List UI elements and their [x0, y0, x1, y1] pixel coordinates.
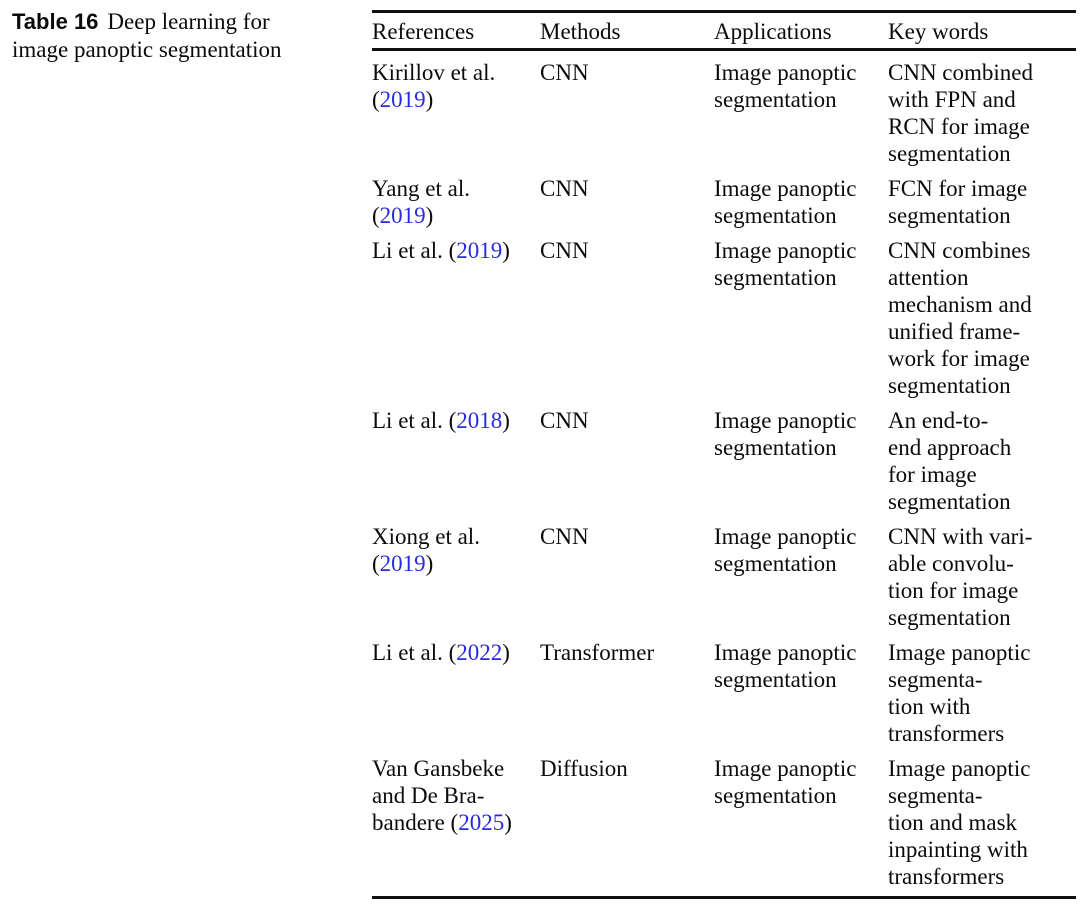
method-cell: CNN [540, 524, 589, 549]
table-row: Xiong et al. (2019) CNN Image panoptic s… [372, 515, 1076, 631]
table-row: Li et al. (2018) CNN Image panoptic segm… [372, 399, 1076, 515]
table-row: Van Gansbeke and De Bra- bandere (2025) … [372, 747, 1076, 898]
citation-year-link[interactable]: 2019 [456, 238, 503, 263]
column-header-applications: Applications [714, 11, 888, 51]
method-cell: Transformer [540, 640, 655, 665]
table-caption-text: Deep learning for image panoptic segment… [12, 9, 282, 62]
reference-text: ) [502, 640, 510, 665]
method-cell: CNN [540, 408, 589, 433]
table-caption-label: Table 16 [12, 9, 99, 34]
keywords-cell: An end-to- end approach for image segmen… [888, 408, 1012, 514]
reference-cell: Yang et al. (2019) [372, 167, 540, 229]
keywords-cell: FCN for image segmentation [888, 176, 1028, 228]
reference-text: Li et al. ( [372, 408, 457, 433]
citation-year-link[interactable]: 2022 [456, 640, 503, 665]
table-row: Li et al. (2019) CNN Image panoptic segm… [372, 229, 1076, 399]
reference-cell: Li et al. (2022) [372, 631, 540, 747]
reference-text: ) [502, 238, 510, 263]
citation-year-link[interactable]: 2019 [379, 551, 426, 576]
citation-year-link[interactable]: 2025 [458, 810, 505, 835]
reference-text: Li et al. ( [372, 238, 457, 263]
reference-cell: Li et al. (2019) [372, 229, 540, 399]
reference-cell: Xiong et al. (2019) [372, 515, 540, 631]
reference-text: ) [425, 203, 434, 228]
table-caption: Table 16 Deep learning for image panoptic… [12, 8, 357, 64]
reference-text: Van Gansbeke and De Bra- bandere ( [372, 756, 505, 835]
reference-text: Kirillov et al. ( [372, 60, 496, 112]
application-cell: Image panoptic segmentation [714, 524, 857, 576]
application-cell: Image panoptic segmentation [714, 176, 857, 228]
method-cell: CNN [540, 176, 589, 201]
keywords-cell: CNN combines attention mechanism and uni… [888, 238, 1032, 398]
keywords-cell: Image panoptic segmenta- tion with trans… [888, 640, 1031, 746]
table-row: Li et al. (2022) Transformer Image panop… [372, 631, 1076, 747]
reference-cell: Li et al. (2018) [372, 399, 540, 515]
reference-cell: Van Gansbeke and De Bra- bandere (2025) [372, 747, 540, 898]
application-cell: Image panoptic segmentation [714, 640, 857, 692]
table-header-row: References Methods Applications Key word… [372, 11, 1076, 51]
reference-text: ) [502, 408, 510, 433]
reference-text: Li et al. ( [372, 640, 457, 665]
column-header-methods: Methods [540, 11, 714, 51]
method-cell: CNN [540, 60, 589, 85]
citation-year-link[interactable]: 2019 [379, 203, 426, 228]
reference-text: Xiong et al. ( [372, 524, 480, 576]
column-header-references: References [372, 11, 540, 51]
keywords-cell: CNN combined with FPN and RCN for image … [888, 60, 1034, 166]
table: References Methods Applications Key word… [372, 10, 1076, 899]
method-cell: CNN [540, 238, 589, 263]
method-cell: Diffusion [540, 756, 628, 781]
reference-text: ) [504, 810, 512, 835]
application-cell: Image panoptic segmentation [714, 756, 857, 808]
application-cell: Image panoptic segmentation [714, 238, 857, 290]
table-row: Yang et al. (2019) CNN Image panoptic se… [372, 167, 1076, 229]
column-header-keywords: Key words [888, 11, 1076, 51]
reference-cell: Kirillov et al. (2019) [372, 50, 540, 168]
keywords-cell: Image panoptic segmenta- tion and mask i… [888, 756, 1031, 889]
keywords-cell: CNN with vari- able convolu- tion for im… [888, 524, 1033, 630]
reference-text: ) [425, 87, 434, 112]
citation-year-link[interactable]: 2019 [379, 87, 426, 112]
application-cell: Image panoptic segmentation [714, 60, 857, 112]
reference-text: ) [425, 551, 434, 576]
panoptic-segmentation-table: References Methods Applications Key word… [372, 10, 1076, 899]
application-cell: Image panoptic segmentation [714, 408, 857, 460]
table-row: Kirillov et al. (2019) CNN Image panopti… [372, 50, 1076, 168]
citation-year-link[interactable]: 2018 [456, 408, 503, 433]
reference-text: Yang et al. ( [372, 176, 470, 228]
